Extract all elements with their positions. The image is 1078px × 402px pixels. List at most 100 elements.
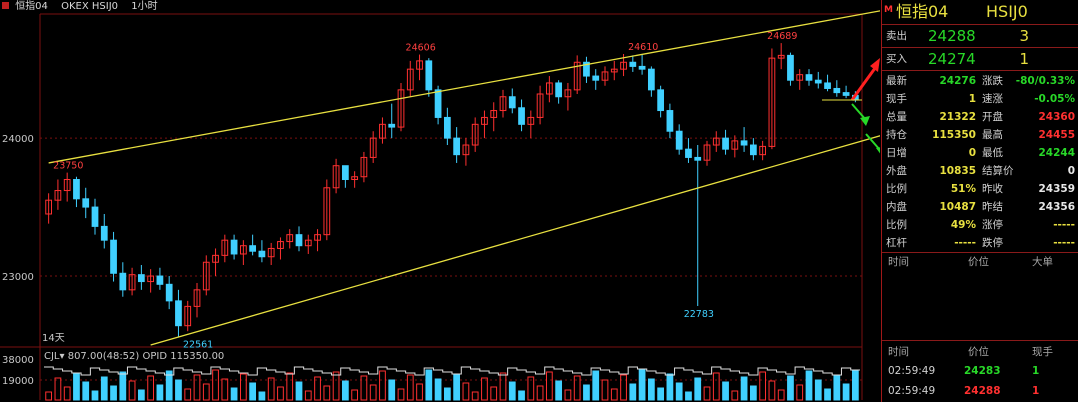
volume-bar [814, 379, 822, 401]
header-code: OKEX HSIJ0 [61, 1, 119, 12]
candle-body [100, 225, 108, 241]
volume-bar [304, 390, 312, 401]
candle-body [453, 137, 461, 156]
quote-value: 10487 [939, 201, 976, 213]
volume-bar [212, 369, 219, 401]
volume-bar [443, 387, 451, 401]
volume-bar [573, 375, 581, 401]
candle-body [175, 300, 182, 327]
volume-bar [833, 374, 841, 401]
volume-bar [759, 371, 767, 401]
candle-body [258, 250, 266, 258]
volume-bar [165, 370, 173, 401]
volume-bar [137, 389, 145, 401]
trades-header: 时间 价位 现手 [882, 343, 1078, 361]
volume-bar [777, 389, 785, 401]
volume-bar [555, 380, 563, 401]
header-period[interactable]: 1小时 [131, 1, 158, 12]
quote-row: 现手 1 速涨 -0.05% [882, 90, 1078, 108]
volume-bar [379, 370, 386, 401]
trade-price: 24283 [964, 365, 1001, 377]
candle-body [314, 234, 321, 241]
candle-body [45, 199, 53, 215]
quote-value: 49% [950, 219, 976, 231]
volume-bar [434, 378, 442, 401]
candle-body [425, 60, 433, 91]
quote-value: 51% [950, 183, 976, 195]
trade-row: 02:59:49 24283 1 [882, 362, 1078, 380]
quote-label: 昨结 [982, 201, 1003, 213]
y-tick-label: 23000 [2, 272, 34, 283]
candle-body [63, 179, 71, 192]
candle-body [360, 156, 368, 178]
trade-time: 02:59:49 [888, 385, 936, 397]
down-arrow-head-icon [876, 147, 880, 154]
quote-value: 24360 [1038, 111, 1075, 123]
candle-body [73, 179, 80, 200]
quote-value: -80/0.33% [1015, 75, 1075, 87]
candle-body [833, 87, 841, 94]
volume-bar [471, 391, 479, 401]
volume-bar [156, 384, 164, 401]
volume-bar [620, 374, 627, 401]
candle-body [685, 148, 692, 158]
volume-bar [45, 391, 53, 401]
candle-body [128, 274, 136, 291]
quote-label: 最新 [886, 75, 907, 87]
volume-bar [323, 385, 331, 401]
candle-body [675, 130, 683, 150]
panel-code: HSIJ0 [986, 2, 1028, 21]
candle-body [323, 187, 331, 236]
volume-tick-label: 19000 [2, 376, 34, 387]
candle-body [740, 140, 748, 146]
quote-label: 外盘 [886, 165, 907, 177]
header-name: 恒指04 [15, 1, 48, 12]
volume-bar [267, 377, 275, 401]
price-annotation: 22561 [183, 340, 213, 351]
upper-channel-line [48, 10, 880, 164]
quote-label: 最高 [982, 129, 1003, 141]
candle-body [119, 272, 127, 291]
quote-value: 24276 [939, 75, 976, 87]
candle-body [54, 190, 62, 201]
trade-price: 24288 [964, 385, 1001, 397]
candlestick-chart[interactable]: 23000 24000 38000 19000 CJL▾ 807.00(48:52) O… [0, 0, 880, 402]
volume-bar [314, 376, 321, 401]
open-interest-line [44, 366, 860, 376]
quote-row: 外盘 10835 结算价 0 [882, 162, 1078, 180]
candle-body [304, 239, 312, 247]
volume-bar [91, 390, 99, 401]
trade-row: 02:59:49 24288 1 [882, 382, 1078, 400]
candle-body [369, 137, 377, 158]
trades-header-time: 时间 [888, 346, 909, 358]
panel-m-badge: M [884, 5, 893, 15]
buy-row: 买入 24274 1 [882, 49, 1078, 69]
volume-bar [647, 378, 655, 401]
volume-bar [193, 374, 201, 401]
candle-body [712, 137, 720, 146]
chart-marker-icon [2, 2, 9, 9]
quote-value: 24455 [1038, 129, 1075, 141]
candle-body [277, 241, 284, 249]
buy-price: 24274 [928, 50, 976, 68]
volume-bar [796, 384, 804, 401]
candle-body [555, 82, 563, 98]
volume-bar [536, 385, 544, 401]
trade-time: 02:59:49 [888, 365, 936, 377]
candle-body [295, 234, 303, 247]
volume-bar [239, 373, 247, 401]
candle-body [212, 254, 219, 263]
quote-label: 日增 [886, 147, 907, 159]
volume-bar [527, 376, 535, 401]
volume-bar [508, 381, 516, 401]
volume-bar [249, 382, 257, 401]
y-tick-label: 24000 [2, 134, 34, 145]
quote-value: ----- [954, 237, 976, 249]
volume-bar [351, 389, 359, 401]
candle-body [805, 74, 813, 81]
quote-value: 0 [1067, 165, 1075, 177]
sell-qty: 3 [1019, 27, 1029, 45]
candle-body [583, 61, 590, 77]
quote-row: 比例 51% 昨收 24359 [882, 180, 1078, 198]
quote-label: 涨停 [982, 219, 1003, 231]
